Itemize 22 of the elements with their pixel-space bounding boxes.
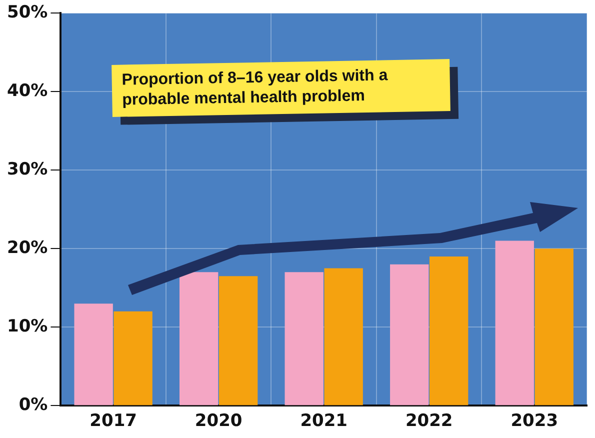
bar (430, 256, 468, 406)
bar (390, 264, 429, 406)
bar (114, 311, 152, 406)
bar (74, 304, 113, 406)
bar (534, 248, 574, 406)
sticky-note: Proportion of 8–16 year olds with a probable mental health problem (112, 59, 450, 117)
bar (218, 276, 258, 406)
y-tick-label: 30% (6, 160, 48, 180)
y-tick-label: 40% (6, 81, 48, 102)
x-tick-label: 2021 (300, 411, 348, 432)
y-tick-label: 50% (6, 2, 48, 23)
bar (284, 272, 324, 406)
x-tick-label: 2022 (405, 411, 453, 432)
y-tick-label: 0% (18, 395, 48, 416)
x-tick-label: 2017 (90, 411, 137, 432)
y-tick-label: 10% (6, 316, 48, 337)
bar (180, 272, 218, 406)
x-tick-label: 2023 (510, 411, 558, 432)
x-tick-label: 2020 (194, 411, 242, 432)
bar (324, 268, 363, 406)
bar (495, 240, 534, 406)
y-tick-label: 20% (6, 238, 48, 258)
